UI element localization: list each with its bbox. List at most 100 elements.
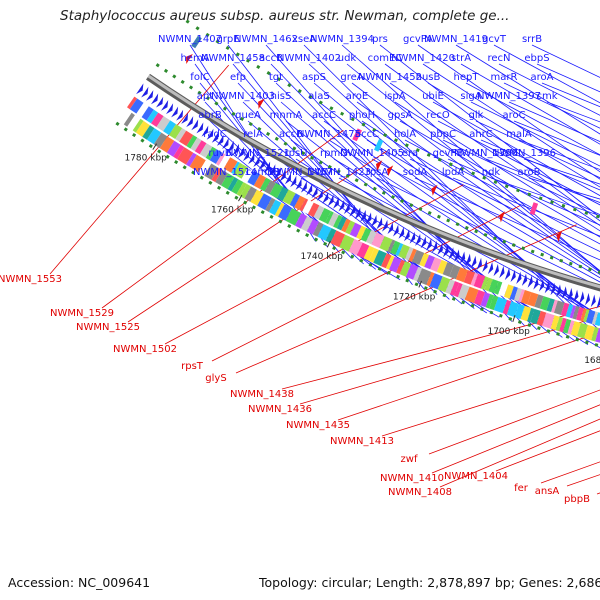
kbp-tick-label: 1700 kbp (487, 327, 530, 337)
forward-gene-arrow (258, 158, 265, 170)
cog-color-block (569, 305, 577, 319)
forward-gene-label: rpsU (285, 148, 308, 159)
cog-color-block (379, 236, 393, 252)
forward-gene-label: gcvPA (403, 34, 433, 45)
cog-color-block (530, 308, 541, 325)
forward-gene-arrow (146, 90, 154, 101)
forward-gene-label: hepT (454, 72, 480, 83)
cog-color-block (562, 318, 572, 334)
forward-gene-arrow (349, 204, 356, 217)
forward-gene-arrow (556, 284, 562, 297)
cog-color-block (318, 208, 331, 223)
forward-gene-label: ahrC (469, 129, 493, 140)
cog-color-block (542, 312, 555, 329)
forward-gene-label: marR (491, 72, 518, 83)
cog-color-block (565, 304, 574, 318)
forward-gene-arrow (454, 249, 460, 262)
reverse-cog-block (191, 35, 202, 49)
cog-color-block (312, 221, 324, 237)
cog-color-block (123, 112, 135, 127)
forward-gene-arrow (322, 191, 329, 204)
cog-color-block (169, 124, 183, 139)
forward-label-connector (389, 82, 600, 226)
cog-color-block (328, 212, 339, 227)
kbp-tick-label: 1680 kbp (584, 356, 600, 366)
cog-color-block (274, 202, 285, 217)
forward-gene-label: aroC (502, 110, 525, 121)
forward-gene-label: rpmG (320, 148, 348, 159)
forward-gene-label: ubiE (422, 91, 444, 102)
forward-gene-arrow (437, 242, 443, 255)
cog-color-block (282, 189, 296, 205)
forward-label-connector (442, 139, 600, 216)
cog-color-block (244, 186, 257, 202)
cog-color-block (470, 272, 479, 286)
forward-gene-label: NWMN_1462 (234, 34, 298, 45)
cog-color-block (494, 281, 503, 295)
forward-gene-arrow (404, 229, 410, 242)
forward-label-connector (356, 101, 600, 273)
reverse-cog-block (529, 202, 539, 216)
cog-color-block (546, 298, 555, 312)
forward-gene-arrow (151, 93, 159, 105)
forward-gene-label: accC (355, 129, 379, 140)
cog-color-block (257, 193, 272, 210)
cog-color-block (153, 132, 168, 149)
forward-gene-arrow (227, 140, 234, 153)
reverse-gene-label: NWMN_1525 (76, 322, 140, 333)
cog-color-block (385, 255, 395, 270)
forward-gene-label: NWMN_1475 (297, 129, 361, 140)
cog-color-block (204, 163, 219, 180)
forward-label-connector (490, 177, 600, 217)
cog-color-block (325, 211, 334, 225)
forward-label-connector (432, 101, 600, 197)
cog-color-block (356, 242, 370, 259)
reverse-label-connector (428, 389, 600, 455)
cog-color-block (398, 244, 410, 259)
reverse-gene-arrow (556, 230, 563, 242)
cog-color-block (317, 224, 332, 241)
cog-color-block (576, 307, 584, 321)
cog-color-block (570, 321, 581, 337)
cog-color-block (518, 289, 525, 303)
cog-color-block (426, 272, 435, 287)
kbp-tick-label: 1720 kbp (393, 293, 436, 303)
forward-gene-label: sigA (460, 91, 481, 102)
forward-gene-label: comEB (246, 167, 281, 178)
cog-color-block (594, 312, 600, 327)
cog-color-block (166, 140, 181, 157)
reverse-gene-label: NWMN_1413 (330, 436, 394, 447)
forward-gene-arrow (161, 100, 169, 111)
forward-gene-arrow (316, 189, 323, 201)
forward-label-connector (422, 63, 600, 180)
cog-color-block (498, 282, 509, 297)
forward-gene-arrow (398, 226, 405, 239)
cog-color-block (567, 320, 575, 335)
cog-color-block (341, 218, 351, 233)
forward-gene-arrow (499, 265, 505, 279)
forward-gene-label: gcvPB (433, 148, 464, 159)
cog-color-block (527, 292, 539, 307)
forward-gene-arrow (561, 286, 568, 299)
accession-label: Accession: NC_009641 (8, 575, 151, 590)
cog-color-block (231, 179, 244, 195)
cog-color-block (205, 146, 217, 161)
forward-gene-label: NWMN_1396 (492, 148, 556, 159)
cog-color-block (560, 302, 570, 317)
forward-label-connector (480, 139, 600, 191)
forward-gene-label: NWMN_1403 (211, 91, 275, 102)
cog-color-block (231, 161, 240, 175)
reverse-gene-label: NWMN_1410 (380, 473, 444, 484)
forward-label-connector (455, 44, 600, 135)
cog-color-block (457, 284, 470, 300)
forward-gene-label: hemA (180, 53, 209, 64)
forward-gene-label: strA (451, 53, 471, 64)
kbp-tick (238, 194, 243, 202)
forward-gene-arrow (516, 271, 522, 284)
reverse-gene-arrow (258, 98, 265, 109)
cog-color-block (554, 300, 565, 315)
forward-gene-arrow (442, 245, 449, 258)
cog-color-block (424, 254, 435, 270)
forward-gene-arrow (365, 212, 372, 225)
forward-gene-arrow (201, 125, 209, 137)
